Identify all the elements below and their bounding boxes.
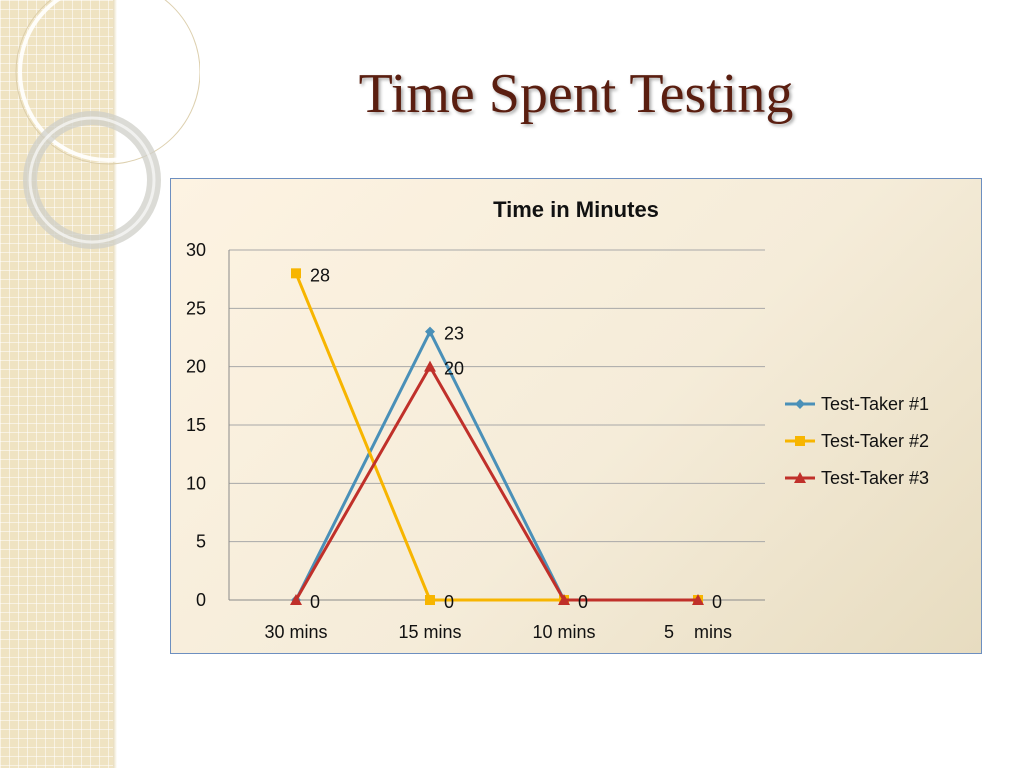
- y-tick-label: 0: [196, 590, 206, 610]
- data-labels: 23 28 0 0 20 0 0: [310, 265, 722, 612]
- data-label-test-taker-2: 28: [310, 265, 330, 285]
- data-label-test-taker-2: 0: [444, 592, 454, 612]
- y-axis-ticks: 0 5 10 15 20 25 30: [186, 240, 206, 610]
- data-point-test-taker-3: [290, 594, 302, 605]
- series-group: [290, 268, 704, 605]
- x-tick-label: 15 mins: [398, 622, 461, 642]
- x-tick-label: 30 mins: [264, 622, 327, 642]
- y-tick-label: 25: [186, 298, 206, 318]
- data-label-test-taker-3: 20: [444, 359, 464, 379]
- slide-title: Time Spent Testing: [358, 63, 794, 125]
- data-label-test-taker-3: 0: [310, 592, 320, 612]
- legend-marker-test-taker-1: [795, 399, 805, 409]
- side-strip-edge: [113, 0, 117, 768]
- data-label-test-taker-1: 23: [444, 324, 464, 344]
- y-tick-label: 10: [186, 473, 206, 493]
- x-tick-label: 10 mins: [532, 622, 595, 642]
- data-point-test-taker-2: [425, 595, 435, 605]
- legend-label-test-taker-2: Test-Taker #2: [821, 431, 929, 451]
- series-line-test-taker-2: [294, 272, 698, 602]
- series-test-taker-3: [290, 360, 704, 605]
- x-tick-label: 5 mins: [664, 622, 732, 642]
- legend-item-test-taker-3: Test-Taker #3: [785, 468, 929, 488]
- data-point-test-taker-3: [424, 360, 436, 372]
- line-chart: Time in Minutes 0 5 10 15 20 25 30 30 mins 15 m…: [186, 197, 929, 642]
- series-test-taker-2: [291, 268, 703, 605]
- series-line-test-taker-3: [294, 365, 698, 602]
- data-label-test-taker-3: 0: [578, 592, 588, 612]
- legend-marker-test-taker-2: [795, 436, 805, 446]
- legend-item-test-taker-1: Test-Taker #1: [785, 394, 929, 414]
- data-point-test-taker-1: [425, 326, 435, 337]
- y-tick-label: 30: [186, 240, 206, 260]
- series-line-test-taker-1: [294, 330, 698, 602]
- decorative-rings: [15, 0, 200, 249]
- y-tick-label: 15: [186, 415, 206, 435]
- x-axis-ticks: 30 mins 15 mins 10 mins 5 mins: [264, 622, 732, 642]
- legend-label-test-taker-3: Test-Taker #3: [821, 468, 929, 488]
- chart-container: Time in Minutes 0 5 10 15 20 25 30 30 mins 15 m…: [170, 178, 982, 654]
- legend: Test-Taker #1 Test-Taker #2 Test-Taker #3: [785, 394, 929, 488]
- legend-marker-test-taker-3: [794, 472, 806, 483]
- legend-item-test-taker-2: Test-Taker #2: [785, 431, 929, 451]
- y-tick-label: 5: [196, 532, 206, 552]
- data-point-test-taker-2: [291, 268, 301, 279]
- legend-label-test-taker-1: Test-Taker #1: [821, 394, 929, 414]
- chart-title: Time in Minutes: [493, 197, 659, 222]
- data-label-test-taker-3: 0: [712, 592, 722, 612]
- data-point-test-taker-3: [692, 594, 704, 605]
- y-tick-label: 20: [186, 357, 206, 377]
- series-test-taker-1: [291, 326, 703, 605]
- data-point-test-taker-3: [558, 594, 570, 605]
